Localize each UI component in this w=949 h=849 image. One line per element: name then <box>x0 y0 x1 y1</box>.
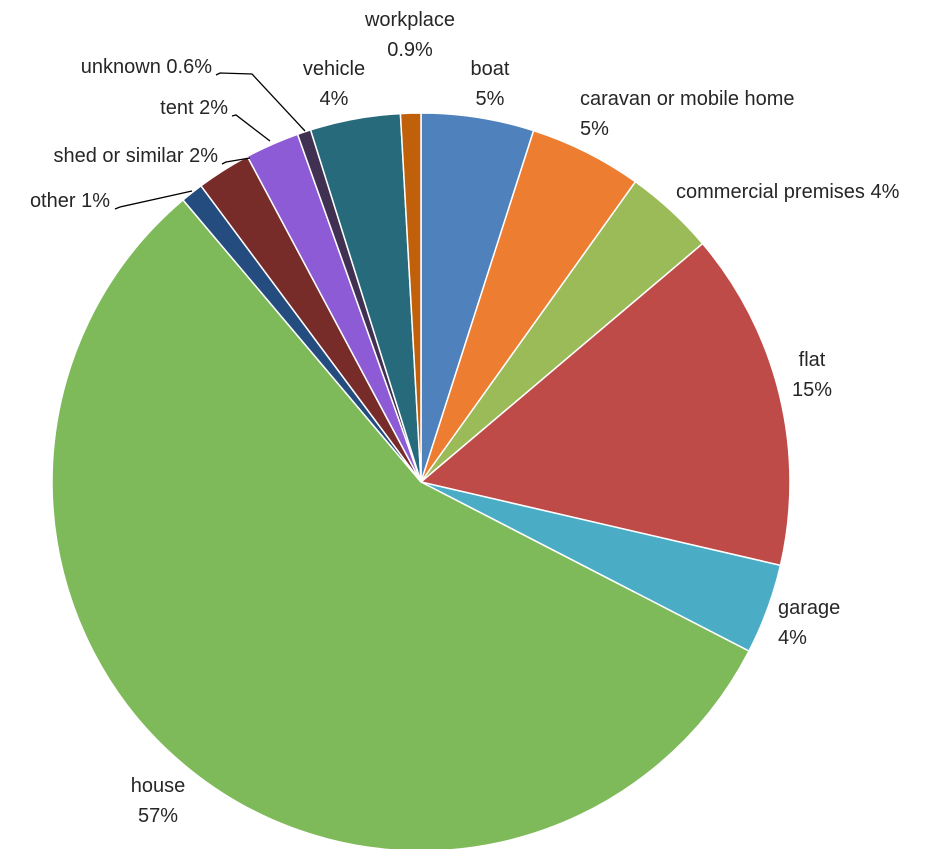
slice-flat <box>419 242 791 567</box>
data-label-shed-or-similar: shed or similar 2% <box>53 145 218 167</box>
data-label-caravan-or-mobile-home: caravan or mobile home 5% <box>580 88 795 140</box>
data-label-garage: garage 4% <box>778 597 840 649</box>
data-label-flat: flat 15% <box>792 349 832 401</box>
data-label-commercial-premises: commercial premises 4% <box>676 181 900 203</box>
data-label-unknown: unknown 0.6% <box>81 56 212 78</box>
leader-line-tent <box>231 114 271 142</box>
data-label-workplace: workplace 0.9% <box>364 9 455 61</box>
data-label-boat: boat 5% <box>471 58 510 110</box>
slice-house <box>51 198 750 849</box>
data-label-tent: tent 2% <box>160 97 228 119</box>
data-label-other: other 1% <box>30 190 110 212</box>
data-label-vehicle: vehicle 4% <box>303 58 365 110</box>
leader-line-shed-or-similar <box>221 157 251 165</box>
leader-line-unknown <box>215 72 306 132</box>
slice-workplace <box>399 112 422 483</box>
leader-line-other <box>114 190 193 210</box>
data-label-house: house 57% <box>131 775 186 827</box>
